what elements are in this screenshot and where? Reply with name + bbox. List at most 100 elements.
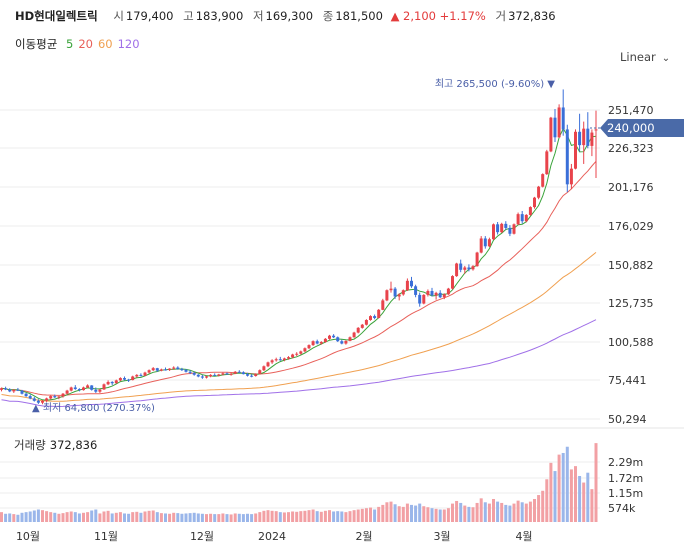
volume-bar[interactable] — [155, 512, 159, 522]
volume-bar[interactable] — [49, 512, 53, 522]
candle-body[interactable] — [410, 280, 413, 287]
candle-body[interactable] — [73, 387, 77, 390]
volume-bar[interactable] — [12, 514, 16, 522]
volume-bar[interactable] — [590, 489, 594, 522]
volume-bar[interactable] — [594, 443, 598, 522]
volume-bar[interactable] — [262, 510, 266, 522]
volume-bar[interactable] — [463, 505, 467, 522]
candle-body[interactable] — [500, 223, 504, 233]
volume-bar[interactable] — [164, 513, 167, 522]
candle-body[interactable] — [360, 324, 364, 328]
volume-bar[interactable] — [582, 482, 586, 522]
volume-bar[interactable] — [180, 513, 184, 522]
candle-body[interactable] — [459, 263, 463, 270]
volume-bar[interactable] — [332, 511, 336, 522]
candle-body[interactable] — [94, 389, 98, 392]
volume-bar[interactable] — [508, 505, 512, 522]
volume-bar[interactable] — [393, 504, 397, 522]
candle-body[interactable] — [430, 290, 434, 296]
candle-body[interactable] — [512, 224, 516, 234]
volume-bar[interactable] — [377, 506, 381, 522]
candle-body[interactable] — [344, 340, 348, 344]
volume-bar[interactable] — [36, 509, 40, 522]
candle-body[interactable] — [61, 393, 65, 397]
volume-bar[interactable] — [373, 509, 377, 522]
candle-body[interactable] — [278, 359, 282, 361]
candle-body[interactable] — [45, 398, 49, 401]
volume-bar[interactable] — [168, 513, 172, 522]
volume-bar[interactable] — [16, 514, 20, 522]
volume-bar[interactable] — [73, 512, 77, 522]
volume-bar[interactable] — [426, 507, 430, 522]
candle-body[interactable] — [241, 372, 245, 375]
volume-bar[interactable] — [422, 506, 426, 522]
volume-bar[interactable] — [405, 503, 409, 522]
volume-bar[interactable] — [561, 452, 565, 522]
candle-body[interactable] — [176, 367, 180, 370]
candle-body[interactable] — [258, 370, 262, 375]
volume-bar[interactable] — [110, 513, 114, 522]
volume-bar[interactable] — [90, 510, 94, 522]
candle-body[interactable] — [364, 320, 368, 325]
candle-body[interactable] — [139, 374, 143, 376]
volume-bar[interactable] — [520, 502, 524, 522]
volume-bar[interactable] — [217, 514, 221, 522]
volume-bar[interactable] — [176, 513, 180, 522]
volume-bar[interactable] — [565, 446, 569, 522]
candle-body[interactable] — [438, 292, 442, 298]
candle-body[interactable] — [467, 267, 471, 270]
volume-bar[interactable] — [549, 462, 553, 522]
candle-body[interactable] — [262, 366, 266, 371]
candle-body[interactable] — [328, 335, 331, 339]
volume-bar[interactable] — [385, 502, 389, 522]
candle-body[interactable] — [373, 316, 377, 318]
volume-bar[interactable] — [114, 512, 118, 522]
volume-bar[interactable] — [553, 471, 557, 522]
candle-body[interactable] — [82, 387, 85, 391]
candle-body[interactable] — [319, 341, 323, 344]
volume-bar[interactable] — [364, 508, 368, 522]
volume-bar[interactable] — [28, 511, 32, 522]
volume-bar[interactable] — [574, 466, 577, 522]
candle-body[interactable] — [123, 378, 126, 380]
volume-bar[interactable] — [139, 512, 143, 522]
volume-bar[interactable] — [414, 505, 418, 522]
volume-bar[interactable] — [323, 510, 327, 522]
volume-bar[interactable] — [336, 511, 340, 522]
candle-body[interactable] — [492, 224, 495, 240]
volume-bar[interactable] — [24, 512, 28, 522]
volume-bar[interactable] — [266, 510, 270, 522]
candle-body[interactable] — [508, 227, 512, 234]
candle-body[interactable] — [295, 353, 299, 355]
volume-bar[interactable] — [53, 512, 57, 522]
volume-bar[interactable] — [237, 513, 241, 522]
volume-bar[interactable] — [328, 510, 331, 522]
volume-bar[interactable] — [196, 513, 200, 522]
candle-body[interactable] — [151, 368, 155, 371]
volume-bar[interactable] — [225, 514, 229, 522]
candle-body[interactable] — [188, 371, 192, 373]
candle-body[interactable] — [28, 396, 32, 399]
volume-bar[interactable] — [500, 502, 504, 522]
candle-body[interactable] — [405, 280, 409, 291]
volume-bar[interactable] — [246, 513, 249, 522]
candle-body[interactable] — [315, 341, 319, 344]
candle-body[interactable] — [24, 393, 28, 397]
volume-bar[interactable] — [61, 513, 65, 522]
volume-bar[interactable] — [311, 509, 315, 522]
candle-body[interactable] — [200, 376, 204, 378]
volume-bar[interactable] — [86, 512, 90, 522]
volume-bar[interactable] — [82, 512, 85, 522]
candle-body[interactable] — [229, 373, 233, 375]
volume-bar[interactable] — [57, 513, 61, 522]
candle-body[interactable] — [16, 389, 20, 391]
candle-body[interactable] — [8, 389, 12, 392]
candle-body[interactable] — [299, 351, 303, 354]
volume-bar[interactable] — [524, 503, 528, 522]
candle-body[interactable] — [463, 267, 467, 270]
volume-bar[interactable] — [410, 504, 413, 522]
volume-bar[interactable] — [528, 501, 532, 522]
volume-bar[interactable] — [537, 495, 541, 522]
candle-body[interactable] — [414, 286, 418, 295]
